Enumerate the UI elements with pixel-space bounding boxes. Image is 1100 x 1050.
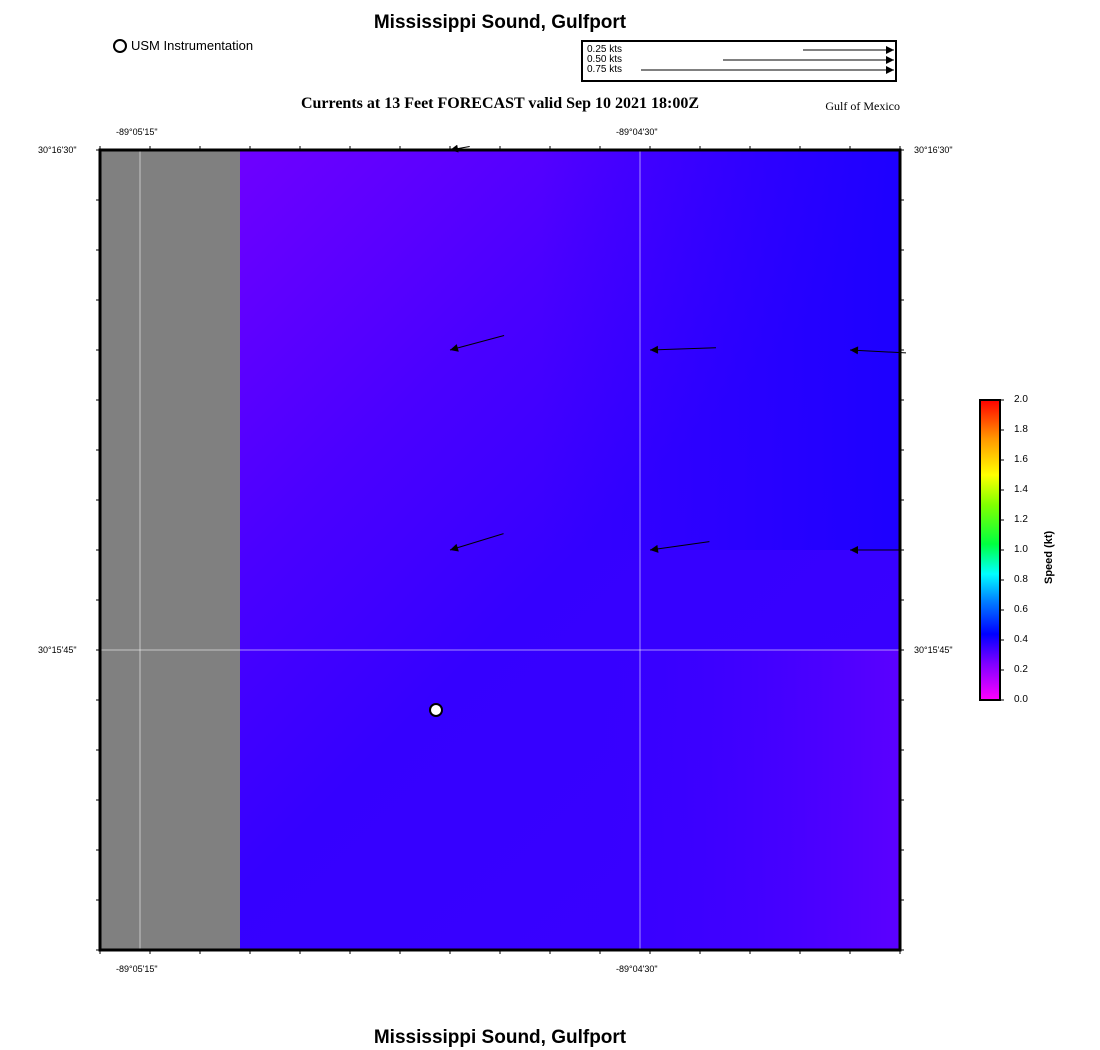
colorbar-tick-label: 0.0: [1014, 694, 1028, 705]
y-tick-right-top: 30°16'30": [914, 145, 953, 155]
instrument-legend-label: USM Instrumentation: [131, 38, 254, 53]
frame-ticks: [96, 146, 904, 954]
current-vector-5: [449, 533, 504, 552]
colorbar-tick-label: 0.2: [1014, 664, 1028, 675]
speed-colorbar: [979, 399, 1004, 701]
colorbar-tick-label: 1.2: [1014, 514, 1028, 525]
scale-label-2: 0.50 kts: [587, 54, 623, 65]
colorbar-tick-label: 2.0: [1014, 394, 1028, 405]
current-vector-6: [649, 541, 710, 553]
y-tick-left-top: 30°16'30": [38, 145, 77, 155]
colorbar-tick-label: 1.8: [1014, 424, 1028, 435]
colorbar-tick-label: 0.4: [1014, 634, 1028, 645]
colorbar-tick-label: 0.8: [1014, 574, 1028, 585]
vector-scale-legend: 0.25 kts 0.50 kts 0.75 kts: [581, 40, 897, 82]
current-map: [96, 145, 906, 954]
y-tick-right-middle: 30°15'45": [914, 645, 953, 655]
land-area: [100, 150, 240, 950]
colorbar-tick-label: 1.4: [1014, 484, 1028, 495]
scale-label-3: 0.75 kts: [587, 64, 623, 75]
current-vector-2: [449, 335, 505, 352]
y-tick-left-middle: 30°15'45": [38, 645, 77, 655]
current-vector-4: [849, 346, 906, 355]
map-title: Mississippi Sound, Gulfport: [373, 12, 627, 33]
x-tick-top-left: -89°05'15": [116, 127, 158, 137]
region-label: Gulf of Mexico: [825, 99, 900, 113]
x-tick-bottom-left: -89°05'15": [116, 964, 158, 974]
scale-label-1: 0.25 kts: [587, 44, 623, 55]
current-vector-3: [649, 345, 716, 354]
usm-station-marker: [429, 703, 443, 717]
x-tick-bottom-right: -89°04'30": [616, 964, 658, 974]
station-marker-icon: [113, 38, 127, 53]
colorbar-ramp: [979, 399, 1001, 701]
instrument-legend: USM Instrumentation: [113, 38, 253, 53]
colorbar-tick-label: 1.0: [1014, 544, 1028, 555]
colorbar-tick-label: 0.6: [1014, 604, 1028, 615]
x-tick-top-right: -89°04'30": [616, 127, 658, 137]
vector-layer: [449, 145, 906, 554]
footer-title: Mississippi Sound, Gulfport: [373, 1027, 627, 1048]
colorbar-title: Speed (kt): [1043, 530, 1055, 584]
scale-arrows: [641, 46, 894, 74]
forecast-subtitle: Currents at 13 Feet FORECAST valid Sep 1…: [300, 95, 700, 112]
colorbar-tick-label: 1.6: [1014, 454, 1028, 465]
